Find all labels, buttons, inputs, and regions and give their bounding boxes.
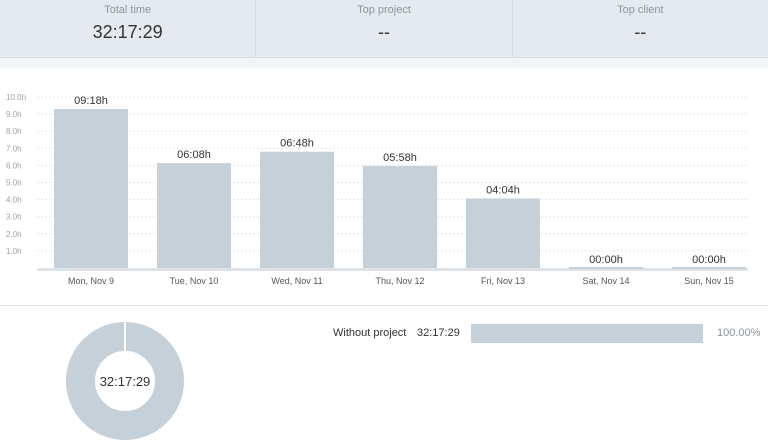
y-tick-label: 1.0h xyxy=(6,247,22,256)
y-tick-label: 8.0h xyxy=(6,127,22,136)
top-project-value: -- xyxy=(377,22,390,42)
bar xyxy=(466,198,540,268)
total-time-label: Total time xyxy=(104,4,152,16)
y-tick-label: 10.0h xyxy=(6,93,26,102)
top-client-label: Top client xyxy=(617,4,664,16)
x-category-label: Wed, Nov 11 xyxy=(271,276,322,286)
bar xyxy=(569,267,643,269)
y-tick-label: 2.0h xyxy=(6,230,22,239)
section-divider-band xyxy=(0,58,768,68)
summary-bar: Total time 32:17:29 Top project -- Top c… xyxy=(0,0,768,58)
y-tick-label: 4.0h xyxy=(6,196,22,205)
bar xyxy=(54,108,128,268)
bar-chart-svg: 10.0h 9.0h 8.0h 7.0h 6.0h 5.0h 4.0h 3.0h 2.0h 1.0… xyxy=(6,93,748,286)
project-duration: 32:17:29 xyxy=(417,327,460,339)
donut-chart xyxy=(66,322,184,440)
project-percent: 100.00% xyxy=(717,327,761,339)
top-client-cell: Top client -- xyxy=(513,0,768,57)
x-category-label: Thu, Nov 12 xyxy=(375,276,424,286)
y-tick-label: 6.0h xyxy=(6,161,22,170)
bar xyxy=(363,165,437,268)
project-breakdown-row[interactable]: Without project 32:17:29 100.00% xyxy=(333,324,763,344)
bar-value-label: 06:08h xyxy=(177,149,211,161)
bar-value-label: 00:00h xyxy=(692,254,726,266)
top-project-cell: Top project -- xyxy=(256,0,513,57)
project-share-bar xyxy=(471,324,703,343)
y-tick-label: 9.0h xyxy=(6,110,22,119)
top-client-value: -- xyxy=(634,22,647,42)
bar xyxy=(672,267,746,269)
bar-value-label: 05:58h xyxy=(383,152,417,164)
x-category-label: Sat, Nov 14 xyxy=(582,276,629,286)
donut-center-label: 32:17:29 xyxy=(99,373,151,389)
y-tick-label: 7.0h xyxy=(6,144,22,153)
x-category-label: Fri, Nov 13 xyxy=(481,276,525,286)
x-category-label: Mon, Nov 9 xyxy=(68,276,114,286)
total-time-cell: Total time 32:17:29 xyxy=(0,0,257,57)
y-tick-label: 5.0h xyxy=(6,179,22,188)
x-category-label: Sun, Nov 15 xyxy=(684,276,734,286)
bar-value-label: 04:04h xyxy=(486,184,520,196)
daily-bar-chart: 10.0h 9.0h 8.0h 7.0h 6.0h 5.0h 4.0h 3.0h 2.0h 1.0… xyxy=(0,68,768,304)
y-tick-label: 3.0h xyxy=(6,213,22,222)
project-name: Without project xyxy=(333,327,407,339)
bar-value-label: 06:48h xyxy=(280,138,314,150)
bar-value-label: 00:00h xyxy=(589,254,623,266)
top-project-label: Top project xyxy=(357,4,411,16)
bar xyxy=(260,151,334,268)
chart-separator xyxy=(0,305,768,306)
bar xyxy=(157,163,231,268)
bar-value-label: 09:18h xyxy=(74,95,108,107)
total-time-value: 32:17:29 xyxy=(92,22,163,42)
x-category-label: Tue, Nov 10 xyxy=(170,276,219,286)
chart-baseline xyxy=(37,268,748,271)
